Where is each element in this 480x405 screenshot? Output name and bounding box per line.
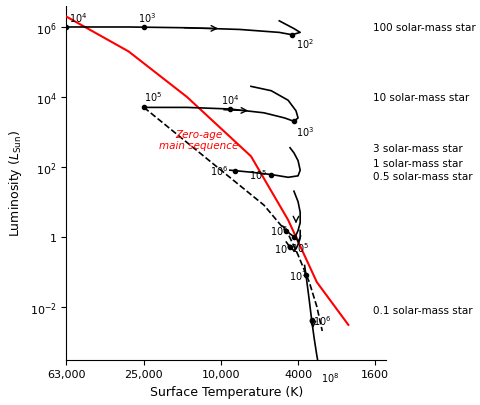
Text: Zero-age
main sequence: Zero-age main sequence (159, 130, 239, 151)
Text: $10^5$: $10^5$ (270, 224, 288, 238)
Text: $10^4$: $10^4$ (221, 93, 240, 107)
Text: 0.1 solar-mass star: 0.1 solar-mass star (372, 305, 472, 315)
Text: 3 solar-mass star: 3 solar-mass star (372, 143, 462, 153)
Text: $10^3$: $10^3$ (296, 126, 314, 139)
Text: $10^6$: $10^6$ (313, 314, 331, 328)
Text: $10^5$: $10^5$ (291, 241, 309, 254)
Text: $10^7$: $10^7$ (288, 269, 307, 282)
Text: $10^5$: $10^5$ (249, 168, 267, 182)
Text: 10 solar-mass star: 10 solar-mass star (372, 93, 469, 102)
X-axis label: Surface Temperature (K): Surface Temperature (K) (150, 385, 303, 398)
Text: $10^4$: $10^4$ (69, 11, 87, 25)
Text: $10^6$: $10^6$ (274, 241, 292, 255)
Text: $10^5$: $10^5$ (144, 90, 162, 104)
Text: $10^8$: $10^8$ (321, 371, 339, 384)
Text: 100 solar-mass star: 100 solar-mass star (372, 23, 475, 33)
Text: 0.5 solar-mass star: 0.5 solar-mass star (372, 171, 472, 181)
Y-axis label: Luminosity ($L_\mathrm{Sun}$): Luminosity ($L_\mathrm{Sun}$) (7, 130, 24, 237)
Text: 1 solar-mass star: 1 solar-mass star (372, 158, 462, 168)
Text: $10^2$: $10^2$ (296, 37, 314, 51)
Text: $10^3$: $10^3$ (138, 11, 156, 25)
Text: $10^6$: $10^6$ (210, 164, 228, 178)
